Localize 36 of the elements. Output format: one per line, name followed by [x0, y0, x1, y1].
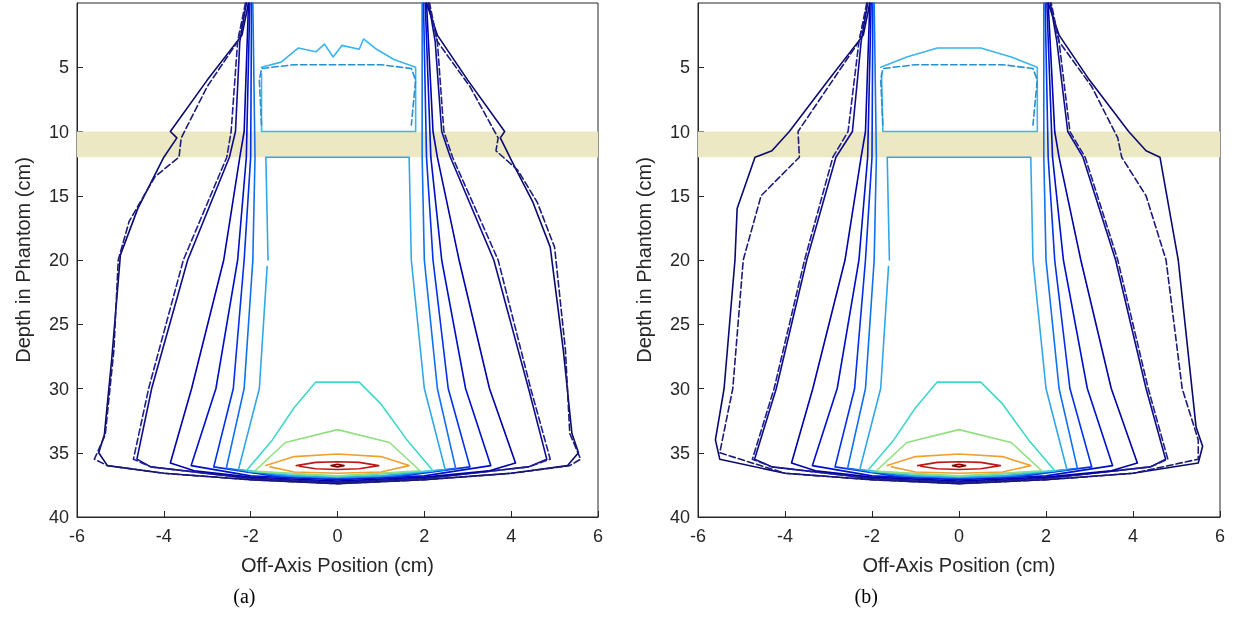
x-tick-label: -4	[776, 526, 794, 546]
y-tick-label: 20	[669, 250, 690, 270]
y-tick-label: 25	[669, 314, 690, 335]
x-tick-label: 4	[506, 526, 517, 546]
x-tick-label: -2	[242, 526, 259, 546]
y-axis-title: Depth in Phantom (cm)	[12, 157, 34, 363]
y-tick-label: 25	[48, 314, 69, 335]
y-tick-label: 30	[48, 378, 69, 399]
x-tick-label: 2	[419, 526, 430, 546]
x-tick-label: 2	[1040, 526, 1052, 546]
x-tick-label: 0	[953, 526, 965, 546]
text: (b)	[854, 585, 878, 608]
y-tick-label: 10	[48, 121, 69, 142]
y-tick-label: 10	[669, 121, 690, 142]
y-tick-label: 35	[669, 442, 690, 463]
x-tick-label: -6	[68, 526, 86, 546]
x-tick-label: -6	[689, 526, 707, 546]
y-tick-label: 20	[48, 250, 69, 270]
text: (a)	[233, 585, 256, 608]
x-axis-title: Off-Axis Position (cm)	[862, 554, 1056, 576]
y-tick-label: 5	[679, 57, 690, 78]
y-tick-label: 40	[48, 507, 69, 527]
x-tick-label: 6	[1214, 526, 1226, 546]
x-tick-label: -4	[155, 526, 172, 546]
y-tick-label: 40	[669, 507, 690, 527]
x-tick-label: 4	[1127, 526, 1139, 546]
y-tick-label: 35	[48, 442, 69, 463]
y-tick-label: 30	[669, 378, 690, 399]
y-tick-label: 15	[669, 185, 690, 206]
x-tick-label: 6	[592, 526, 604, 546]
y-tick-label: 15	[48, 185, 69, 206]
x-axis-title: Off-Axis Position (cm)	[241, 554, 434, 576]
y-tick-label: 5	[58, 57, 69, 78]
x-tick-label: 0	[332, 526, 343, 546]
x-tick-label: -2	[863, 526, 881, 546]
y-axis-title: Depth in Phantom (cm)	[633, 157, 655, 363]
